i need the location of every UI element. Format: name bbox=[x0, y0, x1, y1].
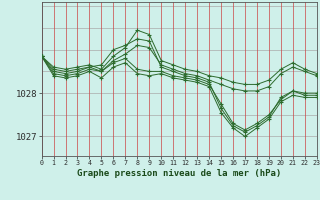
X-axis label: Graphe pression niveau de la mer (hPa): Graphe pression niveau de la mer (hPa) bbox=[77, 169, 281, 178]
